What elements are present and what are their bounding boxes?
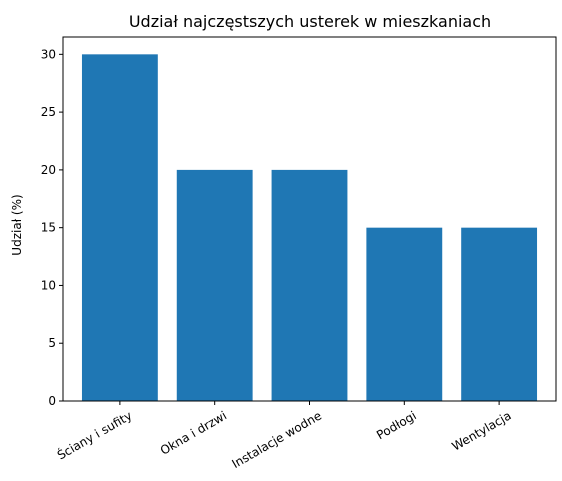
y-tick-label-1: 5 [48, 336, 56, 350]
y-tick-label-2: 10 [41, 278, 56, 292]
y-tick-label-0: 0 [48, 394, 56, 408]
bar-1 [176, 169, 253, 401]
x-tick-label-0: Ściany i sufity [54, 408, 134, 463]
x-tick-label-3: Podłogi [374, 408, 419, 442]
y-tick-label-4: 20 [41, 163, 56, 177]
y-tick-label-3: 15 [41, 221, 56, 235]
y-tick-label-6: 30 [41, 47, 56, 61]
x-tick-label-4: Wentylacja [450, 408, 514, 453]
y-tick-label-5: 25 [41, 105, 56, 119]
y-axis-ticks: 0 5 10 15 20 25 30 [41, 47, 63, 408]
bar-0 [81, 54, 158, 401]
x-axis-ticks: Ściany i sufity Okna i drzwi Instalacje wo… [54, 401, 514, 471]
y-axis-label: Udział (%) [10, 194, 24, 255]
x-tick-label-1: Okna i drzwi [158, 408, 229, 457]
x-tick-label-2: Instalacje wodne [229, 408, 324, 471]
chart-title: Udział najczęstszych usterek w mieszkani… [129, 12, 491, 31]
bar-2 [271, 169, 348, 401]
bars-group [81, 54, 538, 401]
plot-area-frame [62, 36, 557, 402]
bar-3 [366, 227, 443, 401]
bar-4 [461, 227, 538, 401]
